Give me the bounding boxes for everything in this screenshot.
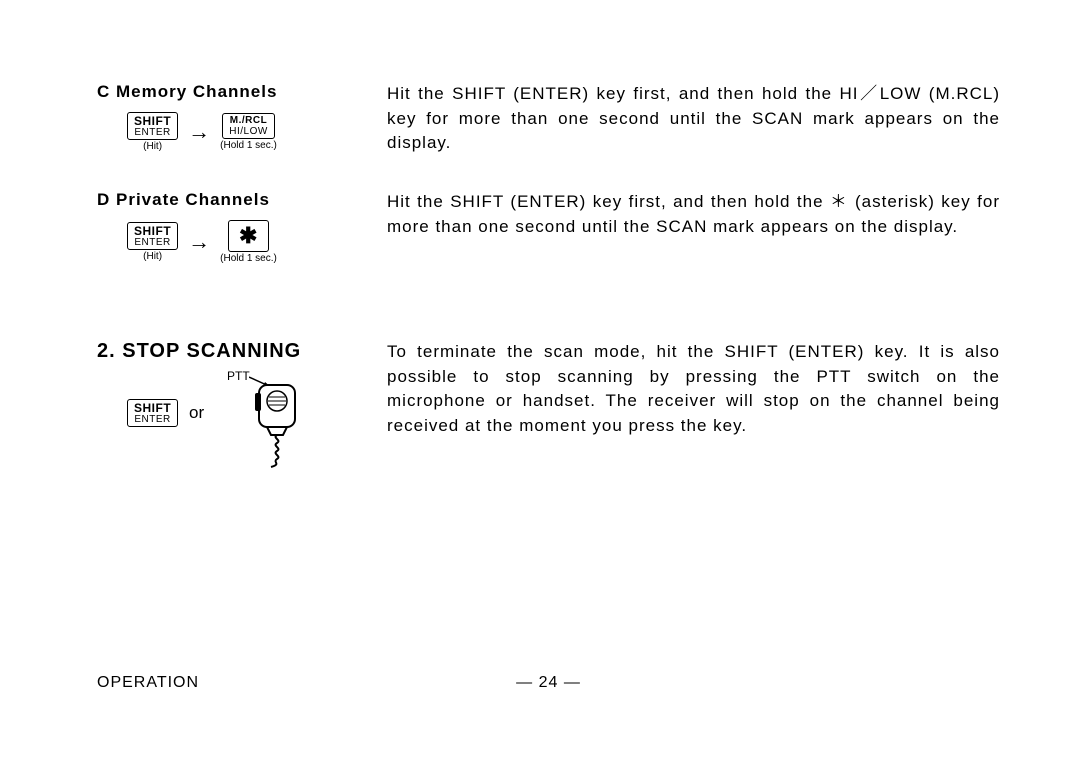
section-c-left: C Memory Channels SHIFT ENTER (Hit) → M.… xyxy=(97,82,387,152)
shift-enter-key: SHIFT ENTER xyxy=(127,399,178,427)
page-footer: OPERATION — 24 — xyxy=(97,674,1000,692)
microphone-icon xyxy=(237,379,317,469)
stop-diagram: PTT SHIFT ENTER or xyxy=(127,369,387,469)
section-d-left: D Private Channels SHIFT ENTER (Hit) → ✱… xyxy=(97,190,387,264)
or-label: or xyxy=(189,403,204,423)
section-d-right: Hit the SHIFT (ENTER) key first, and the… xyxy=(387,190,1080,239)
stop-heading: 2. STOP SCANNING xyxy=(97,340,387,363)
asterisk-key: ✱ xyxy=(228,220,269,252)
section-c-keyrow: SHIFT ENTER (Hit) → M./RCL HI/LOW (Hold … xyxy=(127,112,387,152)
key-label: SHIFT xyxy=(134,115,171,128)
key-label: ENTER xyxy=(134,415,171,426)
star-icon: ✱ xyxy=(239,225,258,247)
key-label: SHIFT xyxy=(134,225,171,238)
key-label: SHIFT xyxy=(134,402,171,415)
key-sublabel: (Hold 1 sec.) xyxy=(220,253,277,264)
footer-page-number: — 24 — xyxy=(516,674,581,692)
section-c-right: Hit the SHIFT (ENTER) key first, and the… xyxy=(387,82,1080,156)
section-c-body: Hit the SHIFT (ENTER) key first, and the… xyxy=(387,82,1000,156)
section-d-body: Hit the SHIFT (ENTER) key first, and the… xyxy=(387,190,1000,239)
arrow-icon: → xyxy=(188,121,210,143)
section-d-keyrow: SHIFT ENTER (Hit) → ✱ (Hold 1 sec.) xyxy=(127,220,387,264)
key-sublabel: (Hit) xyxy=(143,251,162,262)
key-label: HI/LOW xyxy=(229,127,268,138)
key-label: ENTER xyxy=(134,238,171,249)
key-sublabel: (Hold 1 sec.) xyxy=(220,140,277,151)
shift-enter-key: SHIFT ENTER xyxy=(127,222,178,250)
key-label: ENTER xyxy=(134,128,171,139)
section-d-title: D Private Channels xyxy=(97,190,387,210)
section-memory-channels: C Memory Channels SHIFT ENTER (Hit) → M.… xyxy=(97,82,1080,156)
stop-left: 2. STOP SCANNING PTT SHIFT ENTER or xyxy=(97,340,387,469)
footer-section-label: OPERATION xyxy=(97,674,199,692)
mrcl-hilow-key: M./RCL HI/LOW xyxy=(222,113,275,139)
arrow-icon: → xyxy=(188,231,210,253)
section-private-channels: D Private Channels SHIFT ENTER (Hit) → ✱… xyxy=(97,190,1080,264)
page: C Memory Channels SHIFT ENTER (Hit) → M.… xyxy=(0,0,1080,772)
section-c-title: C Memory Channels xyxy=(97,82,387,102)
section-stop-scanning: 2. STOP SCANNING PTT SHIFT ENTER or xyxy=(97,340,1080,469)
key-label: M./RCL xyxy=(229,116,268,127)
shift-enter-key: SHIFT ENTER xyxy=(127,112,178,140)
stop-right: To terminate the scan mode, hit the SHIF… xyxy=(387,340,1080,439)
key-sublabel: (Hit) xyxy=(143,141,162,152)
stop-body: To terminate the scan mode, hit the SHIF… xyxy=(387,340,1000,439)
